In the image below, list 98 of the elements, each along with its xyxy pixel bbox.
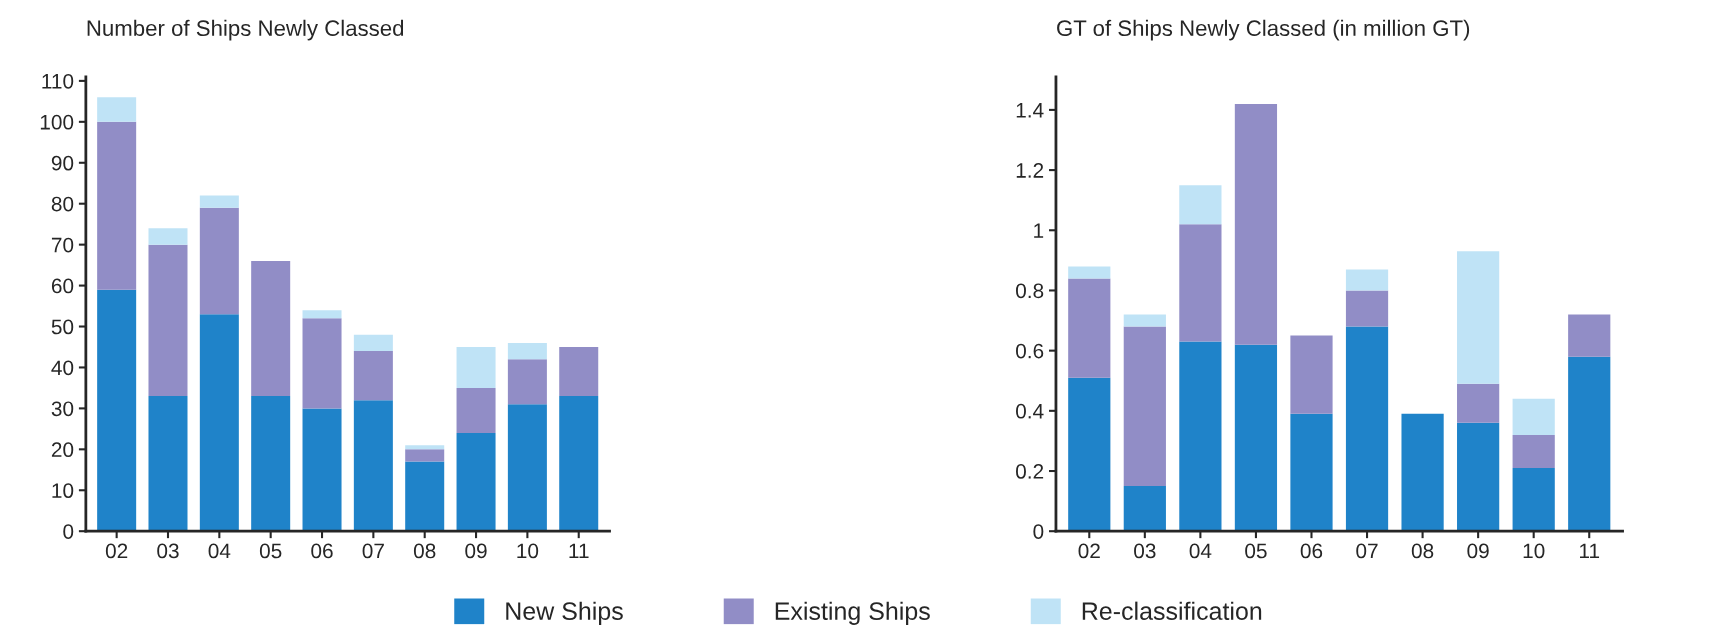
bar xyxy=(1290,335,1333,414)
bar xyxy=(1457,251,1500,384)
bar xyxy=(302,318,342,409)
y-tick-label: 90 xyxy=(51,155,74,171)
bar xyxy=(1179,224,1222,342)
x-tick-label: 10 xyxy=(517,543,539,559)
y-tick-label: 70 xyxy=(51,237,74,253)
legend-label: New Ships xyxy=(506,601,623,625)
bar xyxy=(1345,269,1389,291)
y-tick-label: 1 xyxy=(1034,223,1044,238)
x-tick-label: 07 xyxy=(362,543,384,559)
x-tick-label: 08 xyxy=(413,543,436,559)
chart-title: GT of Ships Newly Classed (in million GT) xyxy=(1057,19,1470,41)
bar xyxy=(1179,341,1222,532)
x-tick-label: 05 xyxy=(1245,543,1267,559)
y-tick-label: 0.4 xyxy=(1016,403,1044,419)
x-tick-label: 09 xyxy=(465,543,487,559)
bar xyxy=(1234,344,1278,532)
bar xyxy=(1401,413,1444,532)
bar xyxy=(1123,314,1166,327)
bar xyxy=(302,310,342,319)
bar xyxy=(1068,278,1111,378)
bar xyxy=(405,461,445,532)
bar xyxy=(1512,468,1555,532)
bar xyxy=(1568,356,1611,532)
bar xyxy=(1123,326,1166,487)
y-tick-label: 20 xyxy=(51,442,74,458)
chart-title: Number of Ships Newly Classed xyxy=(87,19,404,41)
y-tick-label: 100 xyxy=(40,114,74,130)
bar xyxy=(1345,326,1389,532)
bar xyxy=(199,314,239,532)
bar xyxy=(1290,413,1333,532)
x-tick-label: 06 xyxy=(311,543,333,559)
bar xyxy=(251,396,291,532)
x-tick-label: 04 xyxy=(208,543,231,559)
bar xyxy=(353,351,393,401)
x-tick-label: 11 xyxy=(569,543,589,559)
x-tick-label: 02 xyxy=(1078,543,1100,559)
x-tick-label: 10 xyxy=(1523,543,1545,559)
bar xyxy=(507,404,547,532)
y-tick-label: 0.6 xyxy=(1016,343,1044,359)
y-tick-label: 50 xyxy=(51,319,74,335)
x-tick-label: 05 xyxy=(259,543,282,559)
bar xyxy=(456,346,496,388)
x-tick-label: 03 xyxy=(157,543,179,559)
bar xyxy=(97,97,137,122)
legend-label: Existing Ships xyxy=(775,601,930,625)
y-tick-label: 60 xyxy=(51,278,74,294)
bar xyxy=(1179,185,1222,225)
y-tick-label: 80 xyxy=(51,196,74,212)
bar xyxy=(405,449,445,462)
bar xyxy=(97,289,137,532)
y-tick-label: 40 xyxy=(51,360,74,376)
bar xyxy=(97,121,137,290)
bar xyxy=(1068,377,1111,532)
bar xyxy=(1345,290,1389,327)
bar xyxy=(199,207,239,315)
bar xyxy=(1457,422,1500,532)
x-tick-label: 02 xyxy=(105,543,128,559)
y-tick-label: 0.2 xyxy=(1016,464,1044,479)
bar xyxy=(148,396,188,532)
bar xyxy=(405,445,445,450)
x-tick-label: 09 xyxy=(1467,543,1489,559)
x-tick-label: 07 xyxy=(1356,543,1378,559)
bar xyxy=(251,261,291,397)
bar xyxy=(456,432,496,532)
bar xyxy=(1568,314,1611,357)
x-tick-label: 08 xyxy=(1411,543,1434,559)
bar xyxy=(199,195,239,208)
y-tick-label: 0.8 xyxy=(1016,283,1044,299)
y-tick-label: 10 xyxy=(52,483,74,499)
legend-label: Re-classification xyxy=(1082,601,1262,620)
bar xyxy=(559,346,599,397)
bar xyxy=(353,334,393,352)
bar xyxy=(148,228,188,245)
bar xyxy=(507,342,547,360)
x-tick-label: 06 xyxy=(1300,543,1323,559)
y-tick-label: 0 xyxy=(1033,524,1044,539)
y-tick-label: 30 xyxy=(51,401,74,417)
bar xyxy=(1512,398,1555,435)
x-tick-label: 04 xyxy=(1189,543,1212,559)
x-tick-label: 11 xyxy=(1580,543,1600,559)
y-tick-label: 0 xyxy=(63,524,74,539)
bar xyxy=(1123,486,1166,532)
bar xyxy=(456,387,496,433)
bar xyxy=(1068,266,1111,279)
bar xyxy=(1457,383,1500,423)
bar xyxy=(507,359,547,405)
bar xyxy=(148,244,188,397)
bar xyxy=(353,400,393,532)
bar xyxy=(302,408,342,532)
bar xyxy=(1234,103,1278,345)
x-tick-label: 03 xyxy=(1134,543,1156,559)
y-tick-label: 110 xyxy=(42,73,74,89)
bar xyxy=(1512,434,1555,469)
y-tick-label: 1.4 xyxy=(1016,103,1044,118)
y-tick-label: 1.2 xyxy=(1016,163,1044,178)
bar xyxy=(559,396,599,532)
